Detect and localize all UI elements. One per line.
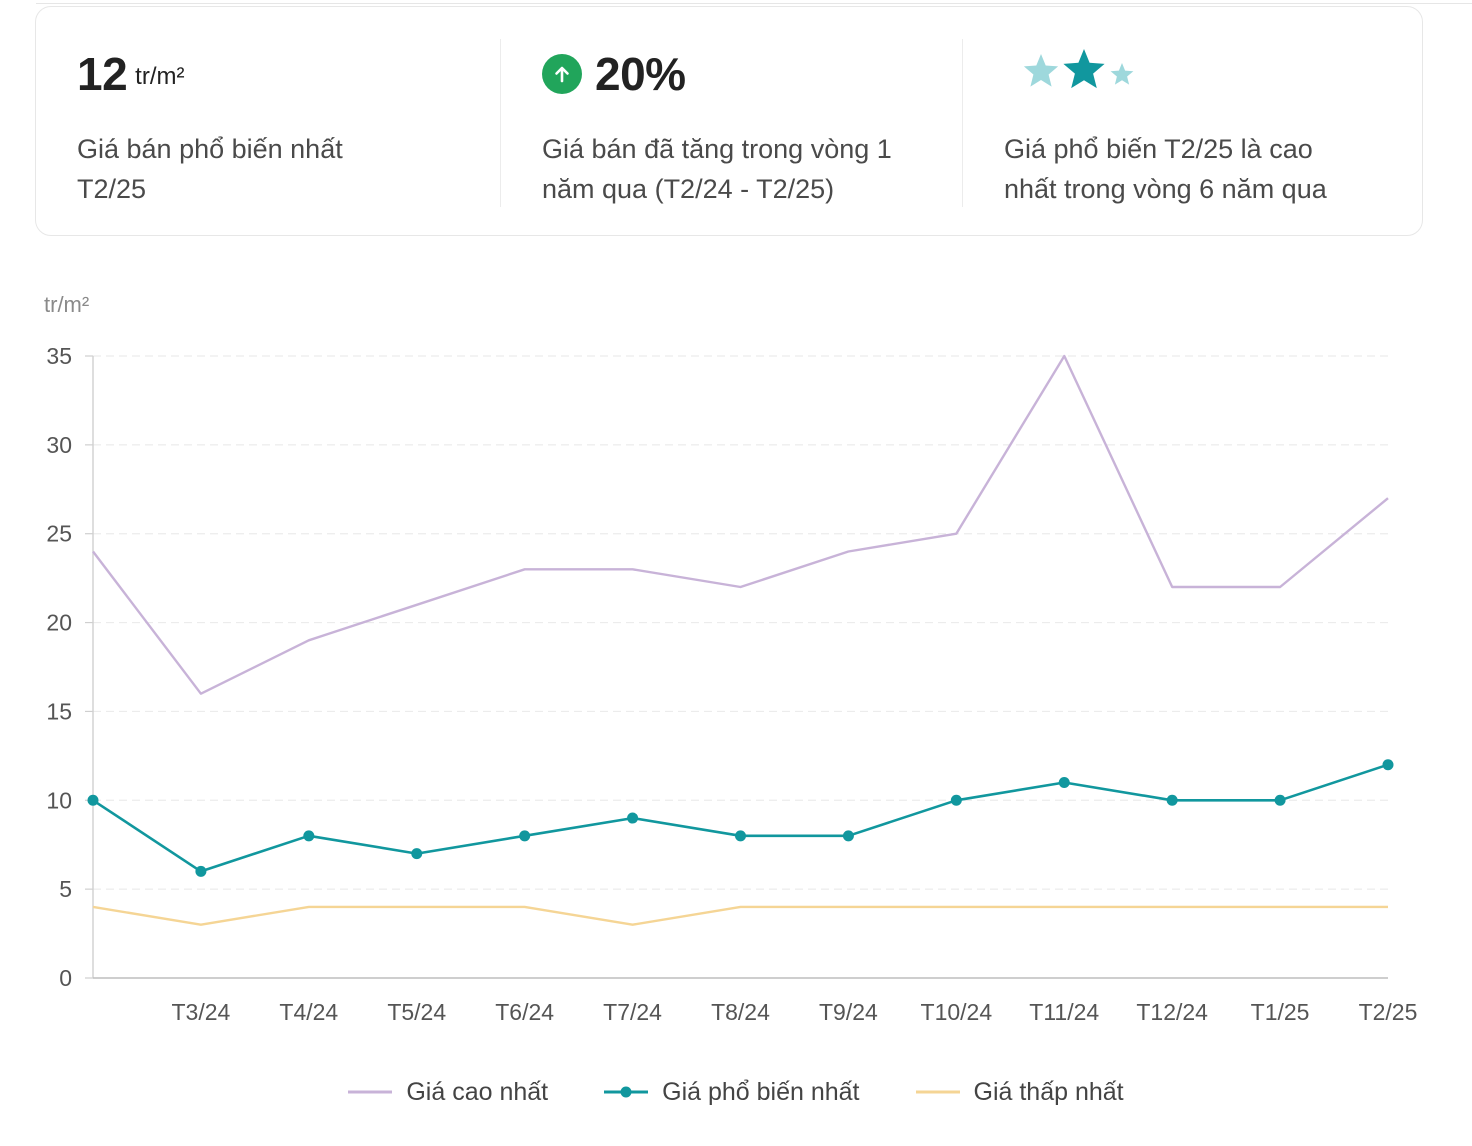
- price-summary-card: 12 tr/m² Giá bán phổ biến nhất T2/25 20%…: [35, 6, 1423, 236]
- price-line-chart: tr/m² 0 5 10 15 20 25 30 35 T3/24 T4/24 T5/24 T6/24 T…: [44, 292, 1418, 1025]
- y-tick-label: 20: [46, 610, 72, 636]
- y-axis-unit-label: tr/m²: [44, 292, 89, 317]
- x-tick-label: T12/24: [1136, 999, 1208, 1025]
- x-tick-label: T8/24: [711, 999, 770, 1025]
- y-tick-label: 30: [46, 432, 72, 458]
- x-tick-label: T4/24: [279, 999, 338, 1025]
- popular-price-desc-line1: Giá bán phổ biến nhất: [77, 134, 343, 164]
- price-chart: tr/m² 0 5 10 15 20 25 30 35 T3/24 T4/24 T5/24 T6/24 T…: [0, 270, 1472, 1146]
- x-tick-label: T3/24: [172, 999, 231, 1025]
- series-line-1: [92, 354, 1389, 695]
- chart-legend: Giá cao nhất Giá phổ biến nhất Giá thấp nh…: [0, 1072, 1472, 1112]
- growth-desc-line2: năm qua (T2/24 - T2/25): [542, 174, 835, 204]
- data-point: [519, 830, 531, 842]
- popular-price-value: 12: [77, 48, 128, 100]
- data-point: [1166, 794, 1178, 806]
- data-point: [842, 830, 854, 842]
- data-point: [303, 830, 315, 842]
- x-tick-label: T10/24: [921, 999, 993, 1025]
- rating-stat: Giá phổ biến T2/25 là cao nhất trong vòn…: [1004, 7, 1404, 237]
- star-icon: [1023, 54, 1059, 87]
- legend-swatch: [915, 1090, 960, 1094]
- y-tick-label: 10: [46, 787, 72, 813]
- rating-desc-line2: nhất trong vòng 6 năm qua: [1004, 174, 1327, 204]
- legend-swatch: [348, 1090, 393, 1094]
- series-line-3: [92, 905, 1388, 926]
- popular-price-unit: tr/m²: [135, 63, 185, 90]
- data-point: [195, 865, 207, 877]
- rating-description: Giá phổ biến T2/25 là cao nhất trong vòn…: [1004, 129, 1384, 209]
- x-tick-label: T1/25: [1251, 999, 1310, 1025]
- series-line-2: [92, 763, 1389, 873]
- y-tick-label: 5: [59, 876, 72, 902]
- stat-divider: [500, 39, 501, 207]
- data-point: [87, 794, 99, 806]
- data-point: [950, 794, 962, 806]
- legend-swatch: [604, 1086, 649, 1098]
- data-point: [735, 830, 746, 842]
- stat-divider: [962, 39, 963, 207]
- legend-item-2[interactable]: Giá phổ biến nhất: [604, 1077, 860, 1107]
- x-tick-label: T9/24: [819, 999, 878, 1025]
- x-tick-label: T5/24: [387, 999, 446, 1025]
- legend-label: Giá cao nhất: [406, 1077, 549, 1106]
- data-point: [1274, 794, 1286, 806]
- legend-label: Giá thấp nhất: [973, 1077, 1124, 1106]
- x-tick-label: T7/24: [603, 999, 662, 1025]
- rating-stars: [1023, 49, 1134, 89]
- x-tick-label: T11/24: [1029, 999, 1099, 1025]
- star-icon-highlighted: [1063, 49, 1105, 89]
- x-tick-label: T2/25: [1359, 999, 1418, 1025]
- y-tick-label: 35: [46, 343, 72, 369]
- data-point: [627, 812, 639, 824]
- legend-label: Giá phổ biến nhất: [662, 1077, 860, 1106]
- y-tick-label: 15: [46, 698, 72, 724]
- rating-desc-line1: Giá phổ biến T2/25 là cao: [1004, 134, 1313, 164]
- popular-price-desc-line2: T2/25: [77, 174, 147, 204]
- data-point: [411, 848, 423, 860]
- growth-desc-line1: Giá bán đã tăng trong vòng 1: [542, 134, 892, 164]
- legend-item-1[interactable]: Giá cao nhất: [348, 1078, 548, 1107]
- popular-price-description: Giá bán phổ biến nhất T2/25: [77, 129, 457, 209]
- popular-price-stat: 12 tr/m² Giá bán phổ biến nhất T2/25: [77, 7, 497, 237]
- growth-description: Giá bán đã tăng trong vòng 1 năm qua (T2…: [542, 129, 922, 209]
- y-tick-label: 0: [59, 965, 72, 991]
- y-tick-label: 25: [46, 521, 72, 547]
- x-tick-label: T6/24: [495, 999, 554, 1025]
- growth-stat: 20% Giá bán đã tăng trong vòng 1 năm qua…: [542, 7, 962, 237]
- star-icon: [1110, 63, 1134, 85]
- growth-value: 20%: [595, 48, 686, 100]
- data-point: [1382, 759, 1394, 771]
- arrow-up-icon: [542, 54, 582, 94]
- data-point: [1058, 777, 1070, 789]
- legend-item-3[interactable]: Giá thấp nhất: [915, 1077, 1124, 1107]
- top-divider: [36, 3, 1472, 4]
